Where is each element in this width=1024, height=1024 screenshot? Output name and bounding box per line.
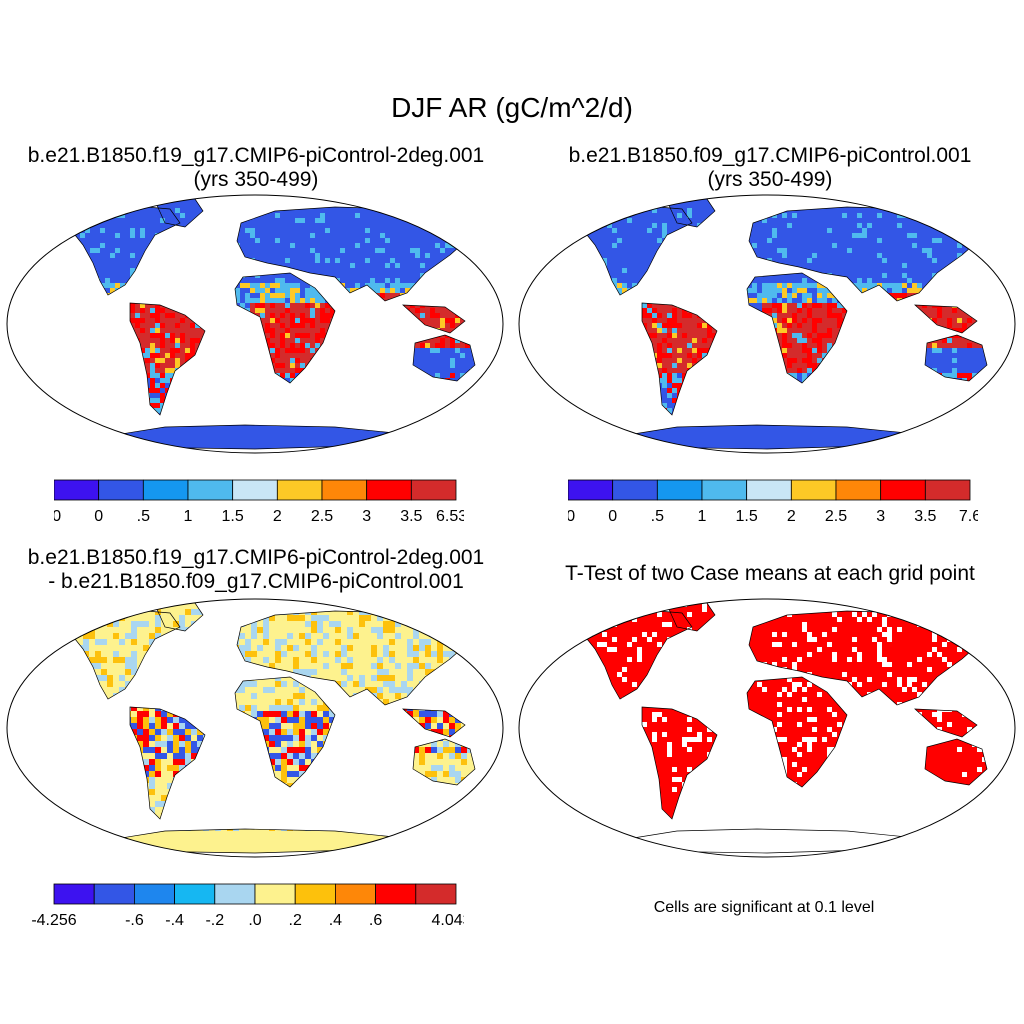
colorbar-tick-label: 2 xyxy=(273,508,282,525)
map-panel-2 xyxy=(517,193,1017,455)
colorbar-swatch xyxy=(254,883,296,905)
colorbar-3: -4.256 -.6 -.4 -.2 .0 .2 .4 .6 4.0438 xyxy=(31,883,464,929)
colorbar-swatch xyxy=(93,883,135,905)
colorbar-tick-label: -.6 xyxy=(125,912,144,929)
colorbar-tick-label: .2 xyxy=(289,912,302,929)
colorbar-swatch xyxy=(366,479,412,501)
colorbar-tick-label: 0 xyxy=(608,508,617,525)
coastline-seasia xyxy=(914,708,978,738)
colorbar-tick-label: 3.5 xyxy=(400,508,422,525)
colorbar-swatch xyxy=(746,479,792,501)
map-panel-4 xyxy=(517,597,1017,859)
colorbar-tick-label: .6 xyxy=(369,912,382,929)
panel1-title-line2: (yrs 350-499) xyxy=(193,168,319,191)
colorbar-tick-label: 1 xyxy=(184,508,193,525)
colorbar-2: -0 0 .5 1 1.5 2 2.5 3 3.5 7.6 xyxy=(568,479,978,525)
colorbar-swatch xyxy=(701,479,748,501)
coastline-seasia xyxy=(402,708,466,738)
colorbar-swatch xyxy=(568,479,614,501)
colorbar-tick-label: 2 xyxy=(787,508,796,525)
colorbar-tick-label: 1 xyxy=(698,508,707,525)
colorbar-swatch xyxy=(54,479,100,501)
coastline-australia xyxy=(412,738,476,786)
coastline-africa xyxy=(234,272,336,384)
colorbar-tick-label: .5 xyxy=(651,508,664,525)
colorbar-swatch xyxy=(187,479,234,501)
map-panel-1 xyxy=(5,193,505,455)
significance-note: Cells are significant at 0.1 level xyxy=(653,899,875,916)
colorbar-tick-label: 2.5 xyxy=(311,508,333,525)
colorbar-tick-label: .4 xyxy=(329,912,342,929)
colorbar-swatch xyxy=(880,479,926,501)
coastline-australia xyxy=(924,334,988,382)
colorbar-tick-label: 6.532 xyxy=(436,508,464,525)
coastline-samerica xyxy=(641,706,718,820)
colorbar-tick-label: -.2 xyxy=(205,912,224,929)
colorbar-swatch xyxy=(656,479,703,501)
map-boundary xyxy=(6,194,504,454)
coastline-seasia xyxy=(914,304,978,334)
map-boundary xyxy=(518,598,1016,858)
panel3-title-line1: b.e21.B1850.f19_g17.CMIP6-piControl-2deg… xyxy=(27,546,485,569)
colorbar-tick-label: -4.256 xyxy=(31,912,76,929)
coastline-australia xyxy=(412,334,476,382)
panel2-title-line1: b.e21.B1850.f09_g17.CMIP6-piControl.001 xyxy=(568,144,972,167)
colorbar-swatch xyxy=(415,883,457,905)
panel3-title-line2: - b.e21.B1850.f09_g17.CMIP6-piControl.00… xyxy=(48,570,464,593)
coastline-africa xyxy=(746,676,848,788)
colorbar-swatch xyxy=(142,479,189,501)
colorbar-swatch xyxy=(276,479,323,501)
figure-title: DJF AR (gC/m^2/d) xyxy=(391,92,633,123)
colorbar-swatch xyxy=(232,479,278,501)
colorbar-tick-label: 3.5 xyxy=(914,508,936,525)
coastline-samerica xyxy=(129,302,206,416)
colorbar-tick-label: .0 xyxy=(248,912,261,929)
colorbar-swatch xyxy=(835,479,882,501)
panel2-title-line2: (yrs 350-499) xyxy=(707,168,833,191)
coastline-seasia xyxy=(402,304,466,334)
colorbar-swatch xyxy=(321,479,368,501)
colorbar-tick-label: 4.0438 xyxy=(432,912,464,929)
colorbar-swatch xyxy=(410,479,457,501)
colorbar-tick-label: 3 xyxy=(876,508,885,525)
colorbar-tick-label: 7.6 xyxy=(959,508,978,525)
colorbar-tick-label: -.4 xyxy=(165,912,184,929)
colorbar-swatch xyxy=(174,883,216,905)
colorbar-swatch xyxy=(334,883,376,905)
colorbar-swatch xyxy=(134,883,176,905)
colorbar-1: -0 0 .5 1 1.5 2 2.5 3 3.5 6.532 xyxy=(54,479,464,525)
map-boundary xyxy=(6,598,504,858)
panel1-title-line1: b.e21.B1850.f19_g17.CMIP6-piControl-2deg… xyxy=(27,144,485,167)
coastline-africa xyxy=(234,676,336,788)
map-boundary xyxy=(518,194,1016,454)
colorbar-swatch xyxy=(214,883,256,905)
colorbar-tick-label: -0 xyxy=(568,508,575,525)
panel1-title: b.e21.B1850.f19_g17.CMIP6-piControl-2deg… xyxy=(0,144,512,192)
colorbar-tick-label: .5 xyxy=(137,508,150,525)
colorbar-tick-label: -0 xyxy=(54,508,61,525)
colorbar-swatch xyxy=(790,479,837,501)
coastline-australia xyxy=(924,738,988,786)
colorbar-swatch xyxy=(924,479,971,501)
panel2-title: b.e21.B1850.f09_g17.CMIP6-piControl.001 … xyxy=(514,144,1024,192)
panel4-title: T-Test of two Case means at each grid po… xyxy=(565,562,975,585)
colorbar-tick-label: 1.5 xyxy=(222,508,244,525)
coastline-samerica xyxy=(641,302,718,416)
colorbar-tick-label: 1.5 xyxy=(736,508,758,525)
colorbar-tick-label: 2.5 xyxy=(825,508,847,525)
colorbar-swatch xyxy=(375,883,417,905)
panel3-title: b.e21.B1850.f19_g17.CMIP6-piControl-2deg… xyxy=(0,546,512,594)
coastline-samerica xyxy=(129,706,206,820)
map-panel-3 xyxy=(5,597,505,859)
colorbar-swatch xyxy=(53,883,95,905)
colorbar-tick-label: 3 xyxy=(362,508,371,525)
colorbar-swatch xyxy=(612,479,658,501)
colorbar-swatch xyxy=(294,883,336,905)
colorbar-swatch xyxy=(98,479,144,501)
colorbar-tick-label: 0 xyxy=(94,508,103,525)
coastline-africa xyxy=(746,272,848,384)
